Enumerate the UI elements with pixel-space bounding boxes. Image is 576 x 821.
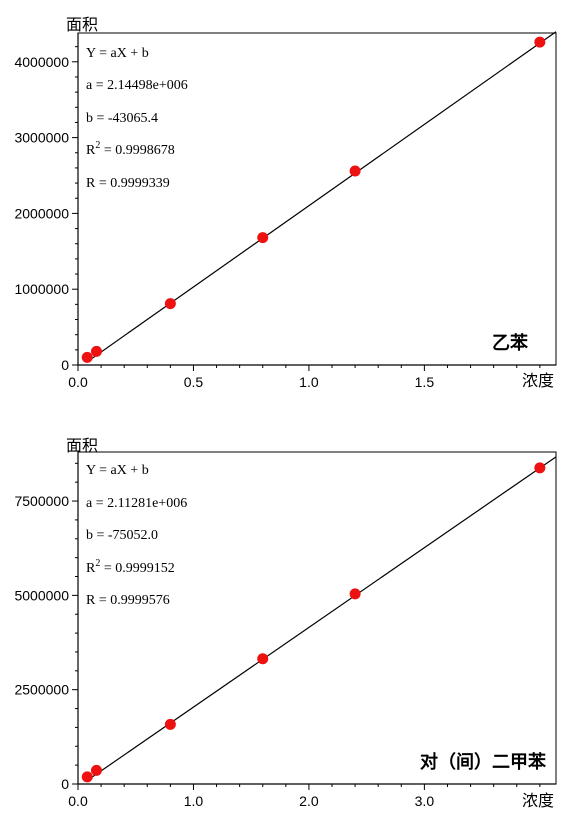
- chart-2: 0 2500000 5000000 7500000 0.0 1.0 2.0 3.0 面积 浓度…: [14, 436, 557, 810]
- chart-1: 0 1000000 2000000 3000000 4000000 0.0 0.5 1.0 1.…: [14, 15, 557, 390]
- chart-2-equation-r: R = 0.9999576: [86, 593, 170, 608]
- chart-2-y-tick-label: 2500000: [14, 682, 69, 698]
- chart-2-points: [81, 462, 546, 783]
- chart-1-equation-form: Y = aX + b: [86, 46, 149, 61]
- chart-1-y-tick-label: 3000000: [14, 130, 69, 146]
- chart-1-x-tick-label: 0.5: [184, 374, 204, 390]
- chart-2-equation-b: b = -75052.0: [86, 528, 158, 543]
- chart-2-equation-a: a = 2.11281e+006: [86, 496, 187, 511]
- chart-2-tick-labels: 0 2500000 5000000 7500000 0.0 1.0 2.0 3.0: [14, 493, 434, 809]
- chart-1-x-tick-label: 0.0: [68, 374, 88, 390]
- chart-2-equation-r2: R2 = 0.9999152: [86, 558, 175, 576]
- chart-1-compound-label: 乙苯: [492, 332, 529, 354]
- chart-2-x-tick-label: 1.0: [184, 793, 204, 809]
- chart-2-compound-label: 对（间）二甲苯: [420, 751, 547, 773]
- chart-1-x-tick-label: 1.0: [299, 374, 319, 390]
- chart-1-data-point: [257, 232, 269, 244]
- chart-1-y-tick-label: 4000000: [14, 54, 69, 70]
- chart-1-equation-r2: R2 = 0.9998678: [86, 140, 175, 158]
- chart-1-y-tick-label: 2000000: [14, 205, 69, 221]
- chart-2-data-point: [257, 653, 269, 665]
- chart-2-data-point: [534, 462, 546, 474]
- chart-1-y-tick-label: 0: [61, 357, 69, 373]
- chart-1-equation-a: a = 2.14498e+006: [86, 78, 188, 93]
- chart-2-y-tick-label: 7500000: [14, 493, 69, 509]
- chart-1-equation-b: b = -43065.4: [86, 111, 158, 126]
- chart-1-r2-value: 0.9998678: [115, 143, 175, 158]
- chart-2-equation-form: Y = aX + b: [86, 463, 149, 478]
- chart-1-y-axis-title: 面积: [66, 15, 98, 34]
- chart-2-x-axis-title: 浓度: [522, 791, 554, 810]
- chart-2-x-tick-label: 3.0: [415, 793, 435, 809]
- chart-2-x-tick-label: 0.0: [68, 793, 88, 809]
- chart-1-x-tick-label: 1.5: [415, 374, 435, 390]
- chart-2-data-point: [349, 588, 361, 600]
- chart-1-y-tick-label: 1000000: [14, 281, 69, 297]
- chart-1-data-point: [534, 36, 546, 48]
- chart-1-data-point: [164, 298, 176, 310]
- chart-1-x-axis-title: 浓度: [522, 371, 554, 390]
- chart-1-ticks: [72, 46, 541, 371]
- chart-2-y-tick-label: 5000000: [14, 587, 69, 603]
- chart-1-data-point: [90, 345, 102, 357]
- chart-2-y-tick-label: 0: [61, 776, 69, 792]
- chart-2-data-point: [164, 718, 176, 730]
- chart-1-tick-labels: 0 1000000 2000000 3000000 4000000 0.0 0.5 1.0 1.…: [14, 54, 434, 390]
- chart-1-points: [81, 36, 546, 363]
- chart-2-y-axis-title: 面积: [66, 436, 98, 455]
- chart-2-ticks: [72, 462, 541, 790]
- chart-2-data-point: [90, 764, 102, 776]
- chart-1-data-point: [81, 351, 93, 363]
- chart-2-data-point: [81, 771, 93, 783]
- chart-2-x-tick-label: 2.0: [299, 793, 319, 809]
- chart-1-equation-r: R = 0.9999339: [86, 176, 170, 191]
- chart-1-data-point: [349, 165, 361, 177]
- chart-2-r2-value: 0.9999152: [115, 561, 175, 576]
